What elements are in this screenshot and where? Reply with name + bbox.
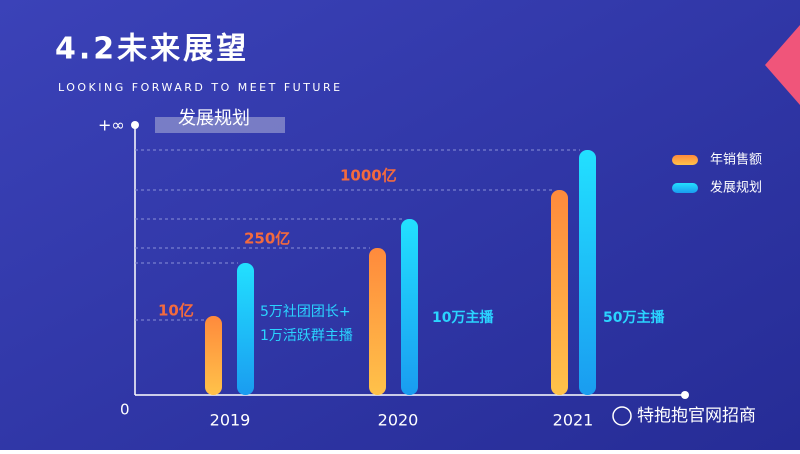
subtitle: LOOKING FORWARD TO MEET FUTURE: [58, 81, 343, 94]
axis-top-label: +∞: [98, 116, 125, 135]
x-label: 2019: [210, 411, 251, 430]
corner-triangle: [765, 25, 800, 105]
axis-origin-label: 0: [120, 401, 130, 419]
legend-swatch: [672, 183, 698, 193]
y-title: 发展规划: [178, 108, 250, 129]
x-label: 2021: [553, 411, 594, 430]
plan-label: 5万社团团长+: [260, 304, 351, 320]
label-box: [155, 117, 285, 133]
watermark-icon: [612, 406, 632, 426]
plan-label: 1万活跃群主播: [260, 328, 353, 344]
plan-label: 50万主播: [603, 309, 665, 326]
legend-label: 年销售额: [710, 152, 762, 168]
sales-label: 250亿: [244, 230, 290, 248]
watermark: 特抱抱官网招商: [637, 406, 756, 426]
x-label: 2020: [378, 411, 419, 430]
guides: [135, 149, 580, 321]
axis-dot: [131, 121, 139, 129]
bars: [205, 150, 596, 395]
legend-label: 发展规划: [710, 180, 762, 196]
sales-label: 1000亿: [340, 167, 397, 185]
title: 4.2未来展望: [55, 32, 249, 67]
sales-label: 10亿: [158, 302, 194, 320]
legend-swatch: [672, 155, 698, 165]
plan-label: 10万主播: [432, 309, 494, 326]
axis-dot: [681, 391, 689, 399]
